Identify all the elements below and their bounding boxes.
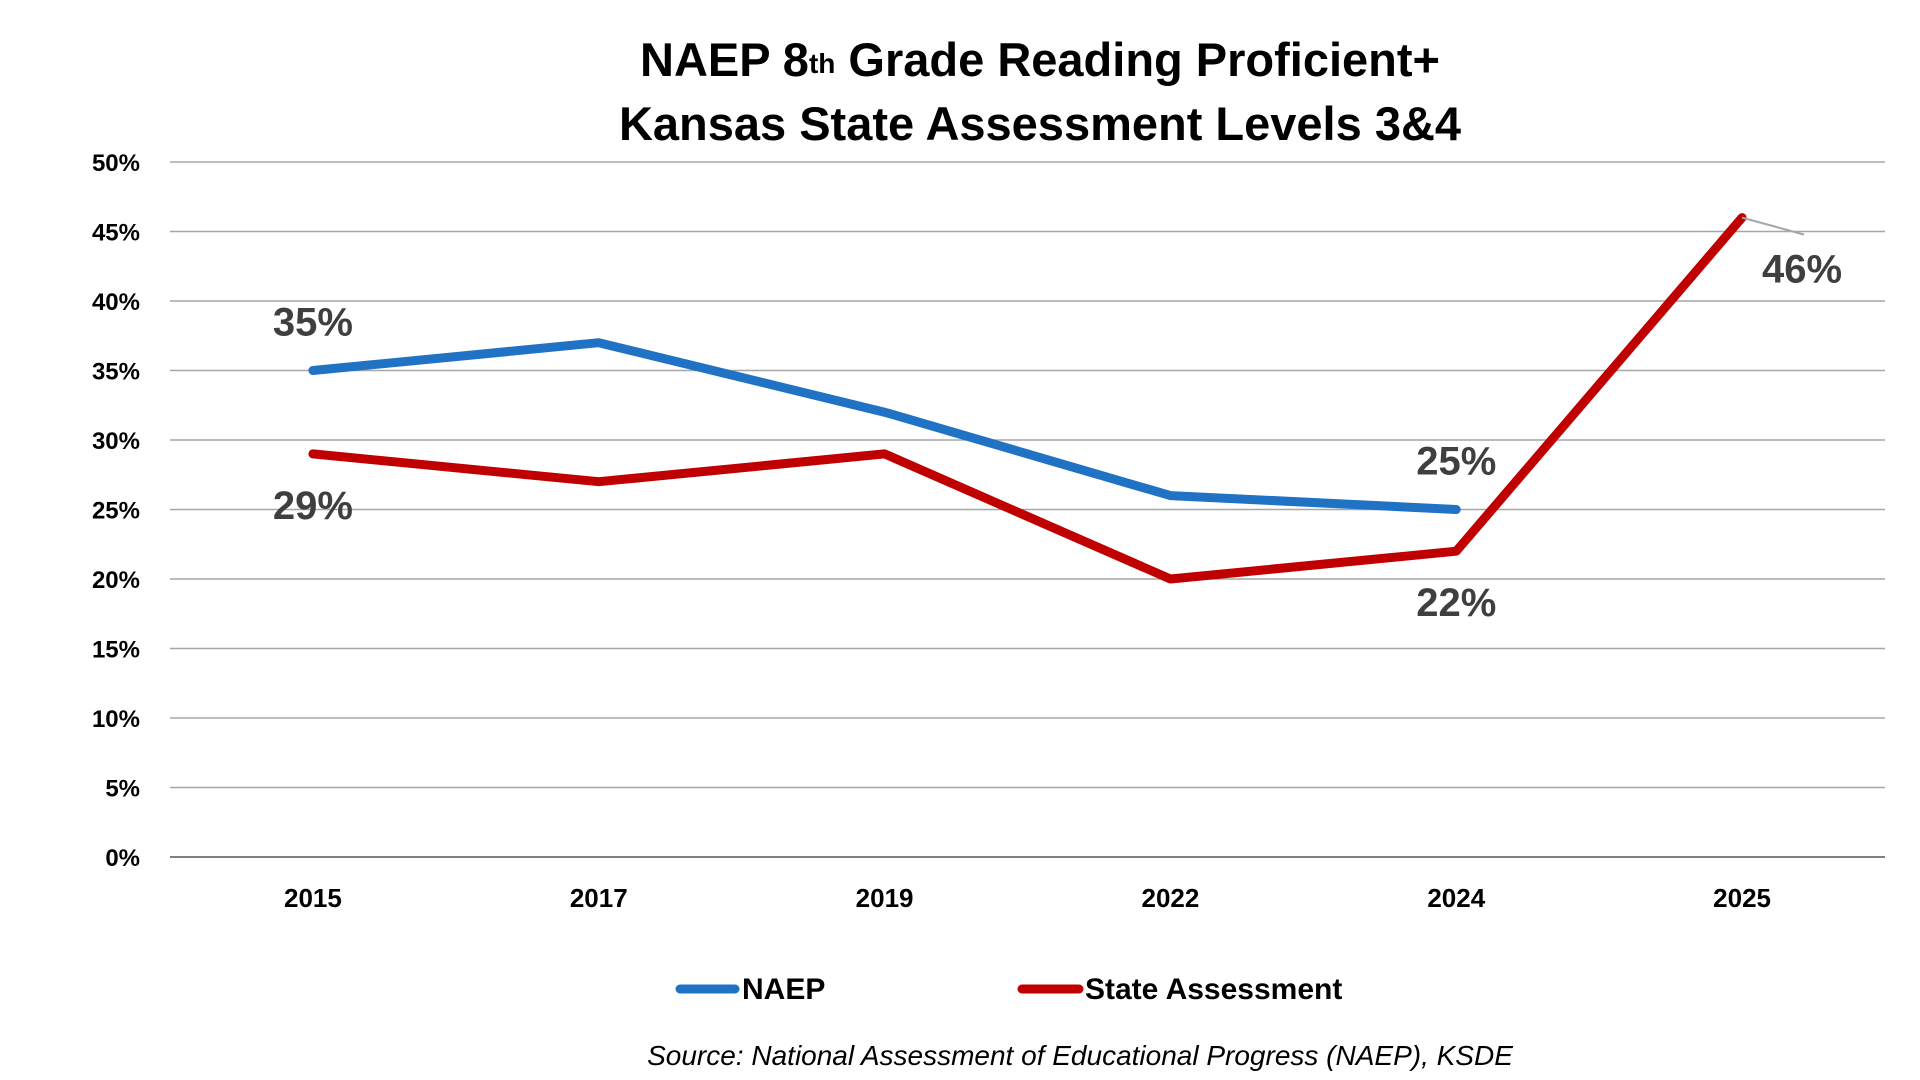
series-lines [308,213,1747,584]
x-tick-label: 2025 [1713,883,1771,913]
data-label: 46% [1762,248,1842,292]
data-label: 22% [1416,581,1496,625]
y-tick-label: 20% [92,567,140,594]
y-tick-label: 50% [92,150,140,177]
series-line-naep [308,338,1461,514]
y-tick-label: 15% [92,637,140,664]
legend-label: NAEP [742,973,825,1006]
gridlines [170,161,1885,858]
x-tick-label: 2015 [284,883,342,913]
legend-label: State Assessment [1085,973,1342,1006]
y-tick-label: 35% [92,359,140,386]
y-tick-label: 40% [92,289,140,316]
x-tick-label: 2022 [1141,883,1199,913]
chart-title-line-1: NAEP 8th Grade Reading Proficient+ [0,28,1920,92]
y-tick-label: 45% [92,220,140,247]
data-label: 35% [273,301,353,345]
title-line-1-rest: Grade Reading Proficient+ [835,33,1440,86]
source-note: Source: National Assessment of Education… [647,1040,1513,1071]
chart-title: NAEP 8th Grade Reading Proficient+ Kansa… [0,28,1920,156]
y-tick-label: 30% [92,428,140,455]
y-tick-label: 0% [105,845,140,872]
y-tick-label: 25% [92,498,140,525]
data-label: 29% [273,484,353,528]
legend: NAEP State Assessment [675,973,1342,1006]
title-superscript: th [808,48,836,79]
x-tick-label: 2019 [856,883,914,913]
data-labels: 35% 25% 29% 22% 46% [273,216,1842,625]
title-line-1-main: NAEP 8 [640,33,809,86]
y-axis-ticks: 0% 5% 10% 15% 20% 25% 30% 35% 40% 45% 50% [92,150,140,872]
y-tick-label: 10% [92,706,140,733]
y-tick-label: 5% [105,776,140,803]
x-tick-label: 2024 [1427,883,1485,913]
data-label-leader-line [1741,216,1805,236]
data-label: 25% [1416,440,1496,484]
chart-title-line-2: Kansas State Assessment Levels 3&4 [618,97,1462,150]
x-tick-label: 2017 [570,883,628,913]
series-line-state-assessment [308,213,1747,584]
x-axis-ticks: 2015 2017 2019 2022 2024 2025 [284,883,1771,913]
